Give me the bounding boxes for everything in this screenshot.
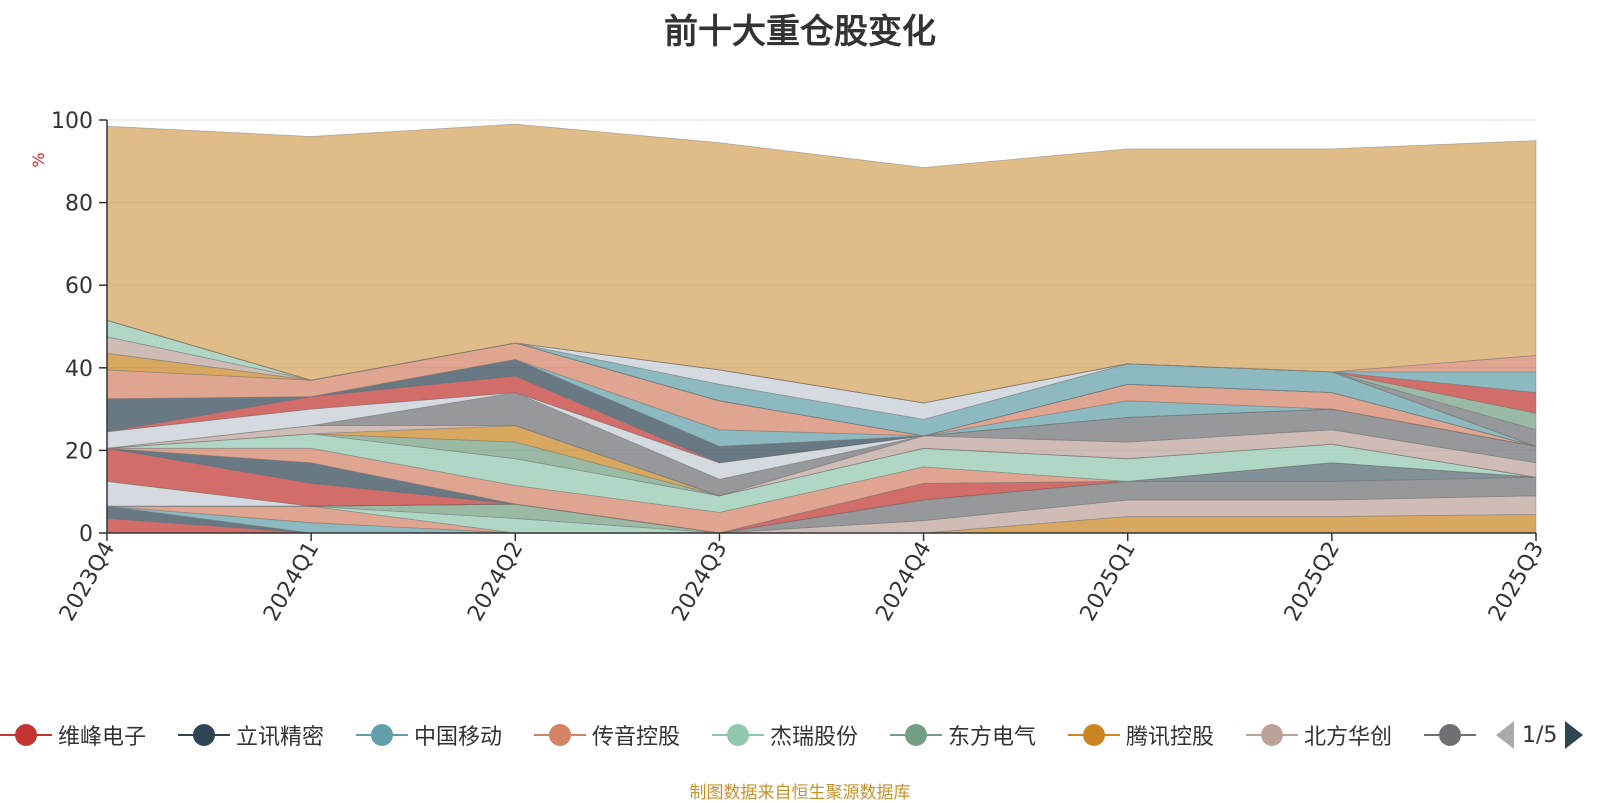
chart-title: 前十大重仓股变化 [664,12,936,52]
legend-item[interactable]: 维峰电子 [0,713,146,757]
y-tick-label: 100 [51,109,93,134]
legend-item[interactable]: 腾讯控股 [1068,713,1214,757]
legend-next-page-icon[interactable] [1565,721,1584,749]
legend-marker-icon [534,723,586,747]
source-footnote: 制图数据来自恒生聚源数据库 [689,783,911,803]
y-tick-label: 80 [65,192,93,217]
legend-label: 中国移动 [414,725,503,750]
legend-marker-icon [178,723,230,747]
legend-item[interactable]: 北方华创 [1246,713,1392,757]
legend-pager: 1/5 [1496,713,1584,757]
x-tick-label: 2024Q3 [667,538,732,626]
legend-label: 传音控股 [592,725,681,750]
legend-marker-icon [1246,723,1298,747]
legend-marker-icon [1424,723,1476,747]
legend-prev-page-icon[interactable] [1496,721,1514,749]
legend-marker-icon [0,723,52,747]
legend-label: 杰瑞股份 [770,725,859,750]
chart-plot: 0 20 40 60 80 100 2023Q4 2024Q1 2024Q2 2024Q3 2024… [29,109,1549,626]
legend-marker-icon [712,723,764,747]
y-tick-label: 40 [65,357,93,382]
y-tick-label: 20 [65,439,93,464]
x-tick-label: 2025Q3 [1484,538,1549,626]
legend-item[interactable]: 杰瑞股份 [712,713,858,757]
legend-item[interactable]: 传音控股 [534,713,680,757]
x-tick-label: 2024Q1 [259,538,324,626]
x-tick-label: 2024Q2 [463,538,528,626]
y-tick-label: 60 [65,274,93,299]
legend-label: 腾讯控股 [1126,725,1215,750]
x-tick-label: 2025Q2 [1280,538,1345,626]
stacked-areas [106,123,1537,534]
legend-page-indicator: 1/5 [1522,722,1558,748]
legend-marker-icon [890,723,942,747]
x-tick-label: 2023Q4 [55,538,120,626]
y-axis-label: % [29,152,48,167]
x-tick-label: 2024Q4 [871,538,936,626]
legend-item[interactable]: 东方电气 [890,713,1036,757]
legend-label: 东方电气 [948,725,1037,750]
legend-label: 维峰电子 [58,725,147,750]
x-tick-label: 2025Q1 [1076,538,1141,626]
y-tick-label: 0 [79,522,93,547]
legend-item[interactable]: 中国移动 [356,713,502,757]
legend-marker-icon [1068,723,1120,747]
legend-label: 立讯精密 [236,725,325,750]
legend-item[interactable] [1424,713,1482,757]
legend-label: 北方华创 [1304,725,1393,750]
legend-item[interactable]: 立讯精密 [178,713,324,757]
legend: 维峰电子 立讯精密 中国移动 传音控股 杰瑞股份 东方电气 腾讯控股 北方华创 [0,713,1600,757]
legend-marker-icon [356,723,408,747]
area-series-34 [106,123,1537,404]
